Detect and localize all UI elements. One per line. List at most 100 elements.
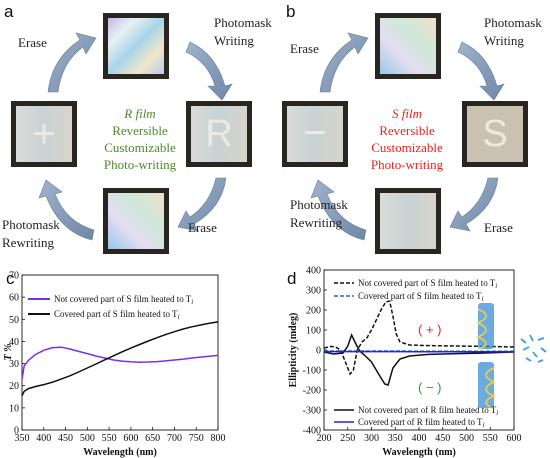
film-right-b: S — [462, 101, 528, 167]
chart-c-xtick-label: 500 — [80, 433, 95, 444]
cycle-arrows-b — [310, 32, 505, 241]
chart-c-legend: Not covered part of S film heated to Ti … — [28, 294, 193, 321]
annotation-plus: ( + ) — [418, 322, 441, 337]
panel-letter-d: d — [287, 269, 296, 288]
chart-c: c 350 400 450 500 550 600 650 700 750 800 0 10 20 30 4… — [3, 269, 226, 458]
legend-label-d-2: Covered part of S film heated to Ti — [358, 291, 484, 303]
chart-c-series-2 — [21, 321, 219, 397]
helix-icon-top — [476, 303, 494, 350]
film-right-a: R — [186, 101, 252, 167]
chart-c-ytick-label: 20 — [9, 381, 19, 392]
chart-c-xtick-label: 550 — [102, 433, 117, 444]
film-glyph-plus: + — [32, 112, 55, 156]
chart-d-xtick-label: 350 — [388, 433, 403, 444]
chart-c-ytick-label: 70 — [9, 271, 19, 282]
chart-d-xlabel: Wavelength (nm) — [382, 447, 456, 458]
chart-c-ytick-label: 40 — [9, 337, 19, 348]
film-glyph-s: S — [482, 113, 507, 155]
label-photomask-rewriting-a-1: Photomask — [2, 217, 60, 232]
chart-c-ytick-label: 50 — [9, 315, 19, 326]
label-writing-a: Writing — [214, 33, 254, 48]
panel-letter-c: c — [6, 269, 15, 288]
center-text-b: S film Reversible Customizable Photo-wri… — [371, 106, 444, 172]
chart-c-xtick-label: 750 — [189, 433, 204, 444]
label-writing-b: Writing — [484, 33, 524, 48]
chart-d-xtick-label: 250 — [340, 433, 355, 444]
legend-label-d-4: Covered part of R film heated to Ti — [358, 417, 485, 429]
label-erase-bottom-a: Erase — [188, 220, 217, 235]
chart-d-xtick-label: 300 — [364, 433, 379, 444]
chart-c-ytick-label: 30 — [9, 359, 19, 370]
legend-label-d-3: Not covered part of R film heated to Ti — [358, 405, 498, 417]
chart-d-series-3 — [323, 333, 515, 386]
legend-label-d-1: Not covered part of S film heated to Ti — [358, 278, 497, 290]
chart-d-xtick-label: 400 — [412, 433, 427, 444]
center-line-b-4: Photo-writing — [371, 157, 444, 172]
legend-label-c-2: Covered part of S film heated to Ti — [54, 309, 180, 321]
chart-c-xtick-label: 800 — [211, 433, 226, 444]
chart-d-ticks: 200 250 300 350 400 450 500 550 600 -400 -300 -200 -… — [303, 266, 522, 445]
chart-c-ticks: 350 400 450 500 550 600 650 700 750 800 0 10 20 30 40 5… — [9, 271, 226, 445]
chart-d-ytick-label: 300 — [306, 286, 321, 297]
chart-d-xtick-label: 500 — [459, 433, 474, 444]
chart-c-xtick-label: 700 — [167, 433, 182, 444]
film-glyph-minus: − — [303, 111, 326, 155]
chart-d-ytick-label: -400 — [303, 426, 321, 437]
chart-d-ytick-label: -100 — [303, 366, 321, 377]
film-top-a — [103, 13, 169, 79]
center-title-a: R film — [123, 106, 155, 121]
center-title-b: S film — [392, 106, 422, 121]
chart-c-ytick-label: 10 — [9, 403, 19, 414]
center-line-b-2: Reversible — [379, 123, 435, 138]
center-text-a: R film Reversible Customizable Photo-wri… — [104, 106, 177, 172]
panel-letter-a: a — [4, 2, 14, 21]
chart-d-xtick-label: 600 — [507, 433, 522, 444]
chart-d-series-1 — [323, 300, 515, 376]
label-photomask-rewriting-a-2: Rewriting — [2, 235, 54, 250]
chart-d-legend-bottom: Not covered part of R film heated to Ti … — [334, 405, 498, 429]
chart-d-ylabel: Ellipticity (mdeg) — [288, 313, 299, 388]
film-bottom-a — [103, 188, 169, 254]
chart-c-xlabel: Wavelength (nm) — [83, 447, 157, 458]
cycle-arrows-a — [38, 32, 233, 241]
annotation-minus: ( − ) — [418, 380, 441, 395]
chart-c-xtick-label: 600 — [123, 433, 138, 444]
scattered-rods-icon — [520, 334, 547, 363]
chart-d-ytick-label: -300 — [303, 406, 321, 417]
center-line-a-2: Reversible — [112, 123, 168, 138]
panel-a: a R + Erase Photomask Wr — [2, 2, 272, 254]
panel-b: b S − Erase Photomask Writing Erase — [282, 2, 542, 254]
chart-c-ytick-label: 60 — [9, 293, 19, 304]
center-line-b-3: Customizable — [371, 140, 443, 155]
chart-c-xtick-label: 650 — [145, 433, 160, 444]
chart-c-lines — [21, 321, 219, 397]
film-top-b — [375, 13, 441, 79]
chart-d-lines — [323, 300, 515, 386]
helix-icon-bottom — [478, 362, 496, 409]
film-glyph-r: R — [205, 113, 232, 155]
chart-d: d 200 250 300 350 400 450 500 550 600 -400 -300 -20… — [287, 266, 547, 458]
chart-d-ytick-label: 100 — [306, 326, 321, 337]
label-photomask-a: Photomask — [214, 15, 272, 30]
label-photomask-b: Photomask — [484, 15, 542, 30]
chart-c-frame — [21, 274, 219, 431]
chart-d-xtick-label: 550 — [483, 433, 498, 444]
chart-c-xtick-label: 350 — [15, 433, 30, 444]
chart-d-ytick-label: -200 — [303, 386, 321, 397]
center-line-a-4: Photo-writing — [104, 157, 177, 172]
film-bottom-b — [375, 188, 441, 254]
film-left-a: + — [11, 101, 77, 167]
panel-letter-b: b — [286, 2, 295, 21]
chart-d-ytick-label: 200 — [306, 306, 321, 317]
label-photomask-rewriting-b-2: Rewriting — [290, 215, 342, 230]
label-photomask-rewriting-b-1: Photomask — [290, 197, 348, 212]
chart-d-legend-top: Not covered part of S film heated to Ti … — [334, 278, 497, 303]
label-erase-top-b: Erase — [290, 41, 319, 56]
legend-label-c-1: Not covered part of S film heated to Ti — [54, 294, 193, 306]
center-line-a-3: Customizable — [104, 140, 176, 155]
chart-d-xtick-label: 450 — [435, 433, 450, 444]
chart-d-ytick-label: 400 — [306, 266, 321, 277]
chart-d-xtick-label: 200 — [317, 433, 332, 444]
chart-c-ytick-label: 0 — [14, 426, 19, 437]
